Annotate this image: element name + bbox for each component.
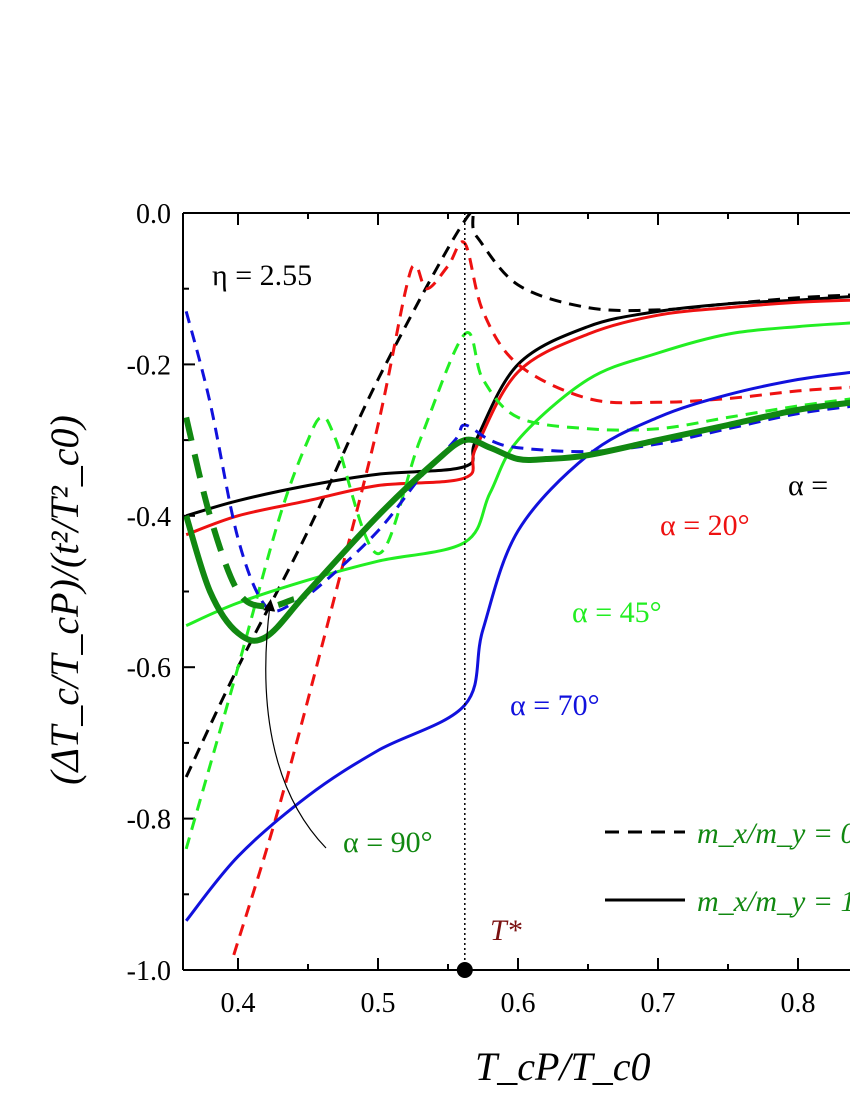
y-tick-label: -0.8 xyxy=(127,805,171,836)
y-tick-label: -1.0 xyxy=(127,956,171,987)
y-tick-label: -0.4 xyxy=(127,502,171,533)
series-line-6 xyxy=(185,370,850,922)
series-line-5 xyxy=(184,331,850,850)
alpha90-pointer-arrow xyxy=(263,599,327,849)
tick-labels: 0.0 -0.2 -0.4 -0.6 -0.8 -1.0 0.4 0.5 0.6 0.7 0.8 xyxy=(127,199,816,1019)
x-axis-title: T_cP/T_c0 xyxy=(475,1044,651,1089)
y-tick-label: -0.6 xyxy=(127,653,171,684)
series-line-2 xyxy=(185,298,850,537)
curve-label-alpha45: α = 45° xyxy=(572,596,662,629)
legend-dashed-label: m_x/m_y = 0 xyxy=(697,817,850,850)
x-tick-label: 0.6 xyxy=(501,988,536,1019)
legend: m_x/m_y = 0 m_x/m_y = 1 xyxy=(605,817,850,918)
x-tick-label: 0.4 xyxy=(221,988,256,1019)
series-line-8 xyxy=(183,399,850,644)
y-tick-label: -0.2 xyxy=(127,350,171,381)
x-tick-label: 0.8 xyxy=(781,988,816,1019)
curve-label-alpha20: α = 20° xyxy=(660,509,750,542)
x-tick-label: 0.7 xyxy=(641,988,676,1019)
y-tick-label: 0.0 xyxy=(136,199,171,230)
curve-label-alpha90: α = 90° xyxy=(343,826,433,859)
y-axis-title: (ΔT_c/T_cP)/(t²/T²_c0) xyxy=(42,415,87,785)
x-tick-label: 0.5 xyxy=(361,988,396,1019)
series-line-0 xyxy=(185,295,850,518)
curve-label-alpha70: α = 70° xyxy=(510,689,600,722)
series-line-9 xyxy=(183,416,295,610)
curve-label-black: α = xyxy=(788,469,828,502)
tstar-marker xyxy=(456,962,473,978)
tstar-label: T* xyxy=(490,914,522,947)
series-curves xyxy=(183,213,850,956)
series-line-4 xyxy=(185,321,850,627)
legend-solid-label: m_x/m_y = 1 xyxy=(697,885,850,918)
eta-label: η = 2.55 xyxy=(212,259,312,292)
series-line-3 xyxy=(232,240,850,956)
